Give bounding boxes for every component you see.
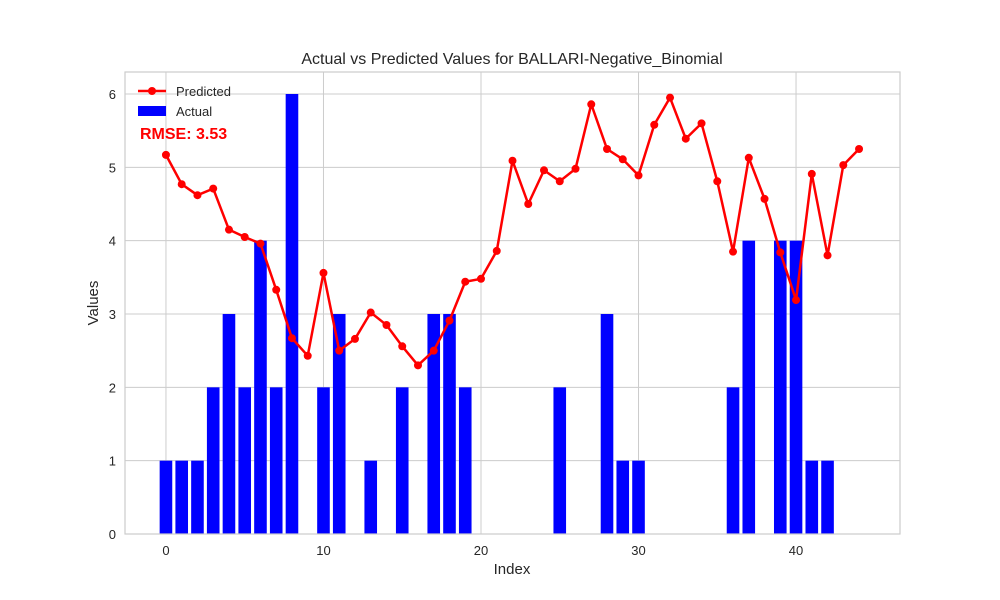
actual-bar — [395, 387, 409, 534]
predicted-point — [287, 334, 296, 343]
y-tick-label: 2 — [109, 380, 116, 395]
predicted-point — [587, 100, 596, 109]
actual-bar — [317, 387, 330, 534]
actual-bar — [191, 460, 204, 534]
chart-title: Actual vs Predicted Values for BALLARI-N… — [301, 51, 722, 68]
predicted-point — [681, 134, 690, 143]
predicted-point — [571, 164, 580, 173]
predicted-point — [603, 145, 612, 153]
y-tick-label: 4 — [109, 234, 116, 249]
x-tick-label: 0 — [162, 543, 169, 558]
predicted-point — [303, 351, 312, 360]
y-tick-label: 1 — [109, 454, 116, 469]
actual-bar — [726, 387, 740, 534]
predicted-point — [650, 120, 659, 129]
legend-predicted-swatch-marker — [148, 87, 156, 95]
x-tick-label: 20 — [474, 543, 488, 558]
actual-bar — [427, 314, 441, 534]
actual-bar — [175, 460, 189, 534]
legend-predicted-label: Predicted — [176, 84, 231, 99]
bars — [159, 94, 834, 534]
predicted-point — [634, 171, 643, 180]
predicted-point — [618, 155, 627, 164]
actual-bar — [206, 387, 220, 534]
predicted-point — [492, 246, 501, 255]
predicted-point — [508, 156, 517, 165]
rmse-annotation: RMSE: 3.53 — [140, 126, 227, 143]
predicted-point — [445, 316, 454, 325]
predicted-line — [161, 93, 864, 370]
y-tick-labels: 0 1 2 3 4 5 6 — [109, 87, 116, 542]
actual-bar — [364, 460, 378, 534]
predicted-point — [555, 177, 564, 186]
actual-bar — [789, 240, 803, 534]
predicted-point — [807, 169, 816, 178]
x-tick-label: 40 — [789, 543, 803, 558]
actual-bar — [285, 94, 299, 534]
actual-bar — [332, 314, 346, 534]
predicted-point — [272, 285, 281, 294]
predicted-point — [382, 321, 391, 329]
predicted-point — [224, 225, 233, 234]
predicted-point — [760, 194, 769, 203]
actual-bar — [632, 460, 645, 534]
predicted-point — [476, 274, 485, 283]
actual-bar — [238, 387, 252, 534]
actual-bar — [458, 387, 472, 534]
actual-bar — [254, 240, 267, 534]
actual-bar — [742, 240, 756, 534]
predicted-point — [855, 145, 864, 153]
predicted-point — [776, 248, 785, 257]
predicted-point — [729, 247, 738, 256]
predicted-point — [366, 308, 375, 317]
actual-bar — [600, 314, 614, 534]
predicted-point — [193, 191, 202, 200]
predicted-point — [744, 153, 753, 162]
actual-bar — [553, 387, 567, 534]
predicted-point — [413, 361, 422, 370]
predicted-point — [398, 342, 407, 351]
predicted-point — [209, 184, 218, 193]
y-tick-label: 6 — [109, 87, 116, 102]
predicted-point — [319, 268, 328, 277]
predicted-point — [823, 251, 832, 260]
predicted-series-line — [164, 96, 860, 367]
x-tick-labels: 0 10 20 30 40 — [162, 543, 803, 558]
actual-bar — [616, 460, 630, 534]
actual-bar — [773, 240, 787, 534]
predicted-point — [177, 180, 186, 189]
actual-bar — [159, 460, 173, 534]
predicted-point — [335, 346, 344, 355]
y-tick-label: 0 — [109, 527, 116, 542]
legend-actual-label: Actual — [176, 104, 212, 119]
predicted-point — [350, 334, 359, 343]
x-tick-label: 10 — [316, 543, 330, 558]
predicted-point — [540, 166, 549, 175]
predicted-point — [666, 93, 675, 102]
predicted-point — [256, 239, 265, 248]
actual-bar — [821, 460, 834, 534]
y-tick-label: 5 — [109, 160, 116, 175]
predicted-point — [461, 277, 470, 286]
y-tick-label: 3 — [109, 307, 116, 322]
predicted-point — [713, 177, 722, 186]
actual-bar — [443, 314, 456, 534]
actual-bar — [805, 460, 819, 534]
x-axis-label: Index — [494, 561, 531, 578]
y-axis-label: Values — [85, 281, 102, 326]
predicted-point — [697, 119, 706, 128]
legend-actual-swatch — [138, 106, 166, 116]
predicted-point — [792, 296, 801, 305]
predicted-point — [240, 233, 249, 241]
predicted-point — [839, 161, 848, 170]
predicted-point — [524, 200, 533, 208]
predicted-point — [429, 346, 438, 355]
actual-bar — [222, 314, 236, 534]
predicted-point — [161, 150, 170, 159]
plot-frame — [124, 71, 901, 535]
actual-bar — [269, 387, 283, 534]
legend: Predicted Actual — [138, 84, 231, 119]
x-tick-label: 30 — [631, 543, 645, 558]
